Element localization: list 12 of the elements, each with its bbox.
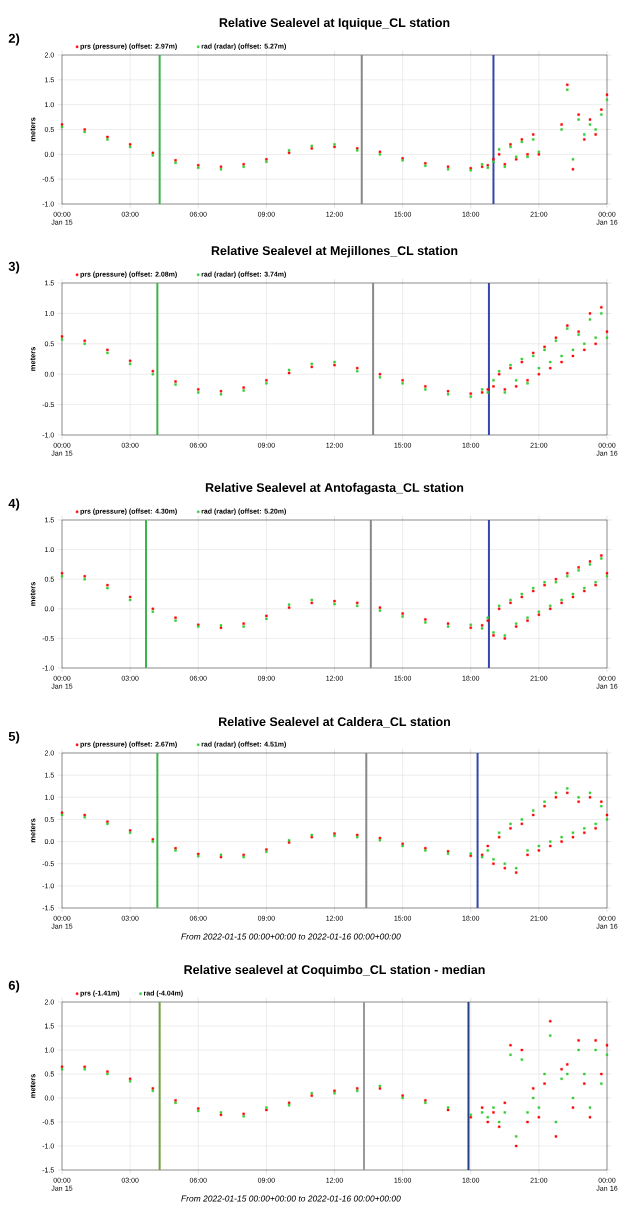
text: 5) (8, 731, 20, 744)
text: 3) (8, 261, 20, 274)
text: From 2022-01-15 00:00+00:00 to 2022-01-16 00:00+00:00 (181, 933, 401, 940)
text: 6) (8, 980, 20, 993)
chart-title: Relative sealevel at Coquimbo_CL station - median (184, 964, 485, 977)
text: 4) (8, 498, 20, 511)
chart-title: Relative Sealevel at Caldera_CL station (219, 716, 450, 728)
text: From 2022-01-15 00:00+00:00 to 2022-01-16 00:00+00:00 (181, 1195, 401, 1202)
chart-title: Relative Sealevel at Iquique_CL station (219, 17, 450, 30)
chart-title: Relative Sealevel at Mejillones_CL station (211, 245, 458, 258)
chart-title: Relative Sealevel at Antofagasta_CL station (205, 482, 464, 495)
text: 2) (8, 33, 20, 46)
